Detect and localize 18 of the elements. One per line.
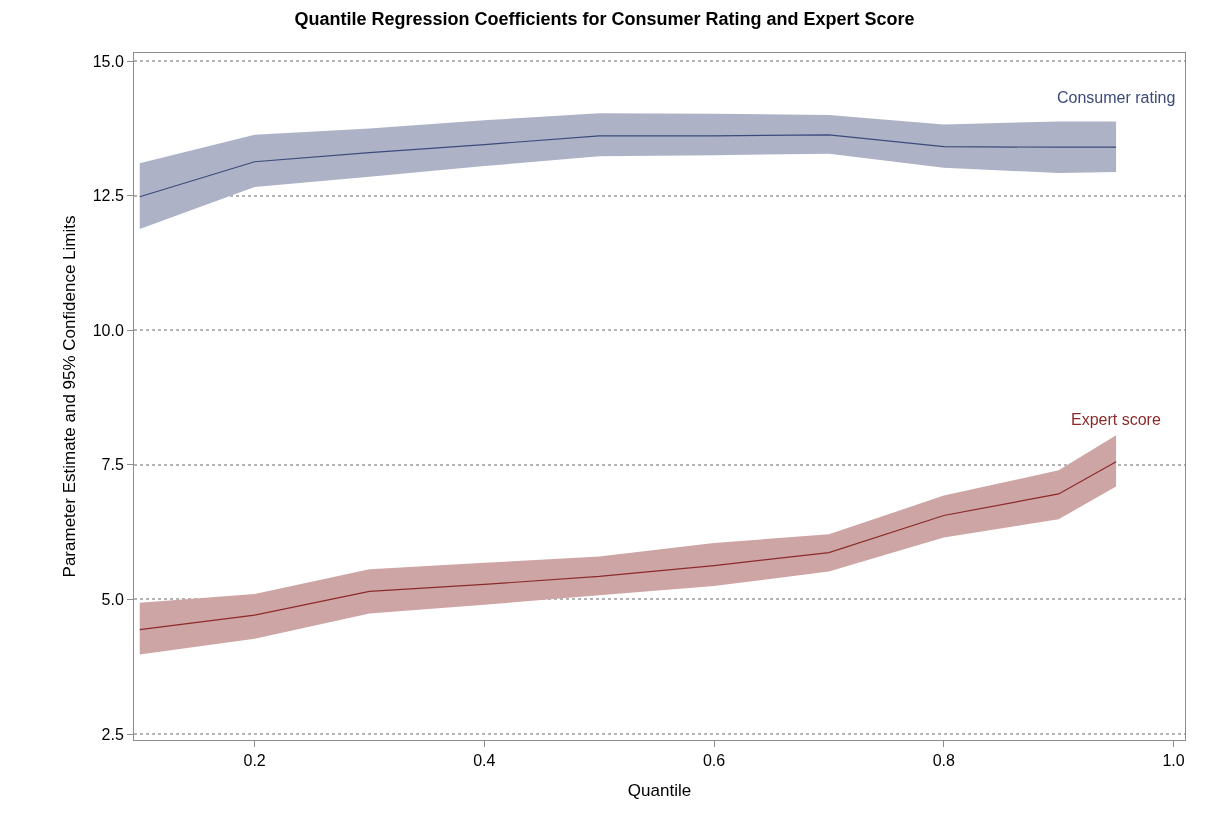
x-tick-label: 1.0 [1162, 752, 1185, 770]
x-tick-label: 0.6 [702, 752, 726, 770]
x-tick-label: 0.4 [473, 752, 496, 770]
x-axis-title: Quantile [627, 780, 692, 800]
text: Consumer rating [1057, 89, 1176, 106]
y-tick-label: 10.0 [92, 321, 124, 339]
chart-title: Quantile Regression Coefficients for Consumer Rating and Expert Score [294, 9, 915, 30]
x-tick-label: 0.8 [932, 752, 956, 770]
text: Expert score [1071, 411, 1161, 428]
x-tick-label: 0.2 [243, 752, 266, 770]
line-series [139, 134, 1117, 198]
y-tick-label: 7.5 [101, 456, 124, 474]
line-series [139, 461, 1117, 631]
y-tick-label: 15.0 [92, 52, 124, 70]
y-tick-label: 5.0 [101, 591, 124, 609]
y-tick-label: 12.5 [92, 187, 124, 205]
y-axis-title: Parameter Estimate and 95% Confidence Limits [60, 215, 80, 578]
y-tick-label: 2.5 [101, 725, 124, 743]
